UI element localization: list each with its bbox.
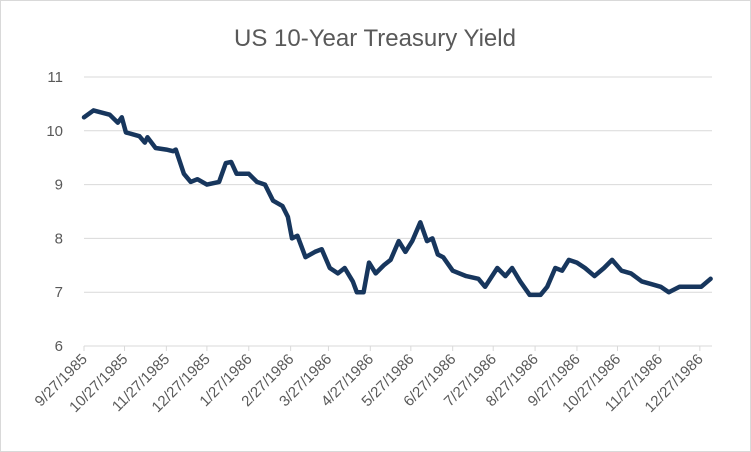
y-tick-label: 11 [47,69,63,86]
y-tick-label: 6 [55,338,63,355]
y-tick-label: 8 [55,230,63,247]
y-tick-label: 10 [46,123,63,140]
chart-title: US 10-Year Treasury Yield [234,25,516,52]
y-tick-label: 7 [55,284,63,301]
y-tick-label: 9 [55,177,63,194]
series-line [81,108,713,298]
